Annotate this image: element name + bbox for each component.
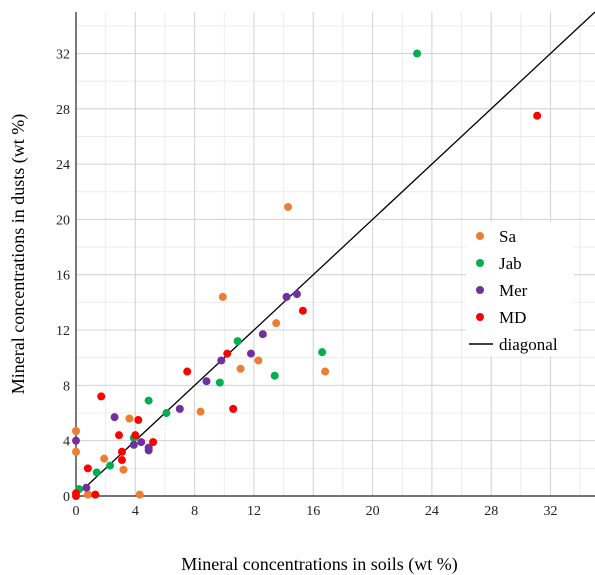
point-mer (202, 377, 211, 386)
point-jab (144, 396, 153, 405)
x-tick-label: 28 (484, 504, 498, 519)
y-tick-label: 24 (56, 158, 70, 173)
legend-marker-mer (476, 286, 484, 294)
point-sa (135, 490, 144, 499)
legend-label-md: MD (499, 308, 526, 327)
x-tick-label: 20 (366, 504, 380, 519)
point-sa (119, 465, 128, 474)
point-jab (162, 409, 171, 418)
point-md (131, 431, 140, 440)
point-mer (144, 443, 153, 452)
legend-marker-sa (476, 232, 484, 240)
x-tick-label: 8 (191, 504, 198, 519)
legend-label-mer: Mer (499, 281, 528, 300)
point-jab (106, 461, 115, 470)
data-points (72, 49, 542, 500)
point-md (83, 464, 92, 473)
point-sa (321, 367, 330, 376)
point-jab (270, 371, 279, 380)
x-tick-label: 32 (544, 504, 558, 519)
y-tick-label: 32 (56, 47, 70, 62)
x-tick-label: 4 (132, 504, 139, 519)
point-mer (175, 404, 184, 413)
point-sa (125, 414, 134, 423)
point-jab (318, 348, 327, 357)
point-jab (215, 378, 224, 387)
point-sa (100, 454, 109, 463)
y-tick-label: 4 (63, 435, 70, 450)
x-tick-label: 0 (73, 504, 80, 519)
point-md (91, 490, 100, 499)
y-tick-label: 12 (56, 324, 70, 339)
point-mer (258, 330, 267, 339)
point-sa (72, 447, 80, 456)
point-md (134, 415, 143, 424)
point-md (115, 431, 124, 440)
y-tick-label: 16 (56, 269, 70, 284)
x-tick-label: 12 (247, 504, 261, 519)
y-tick-labels: 0 4 8 12 16 20 24 28 32 (56, 47, 70, 505)
point-jab (233, 337, 242, 346)
point-jab (92, 468, 101, 477)
point-mer (282, 292, 291, 301)
point-mer (82, 483, 91, 492)
point-md (149, 438, 158, 447)
point-md (72, 492, 80, 500)
point-sa (284, 202, 293, 211)
legend-label-jab: Jab (499, 254, 522, 273)
x-axis-title: Mineral concentrations in soils (wt %) (181, 554, 457, 575)
point-mer (292, 290, 301, 299)
point-md (223, 349, 232, 358)
legend-marker-md (476, 313, 484, 321)
point-md (533, 111, 542, 120)
x-tick-labels: 0 4 8 12 16 20 24 28 32 (73, 504, 558, 519)
point-sa (272, 319, 281, 328)
point-md (298, 306, 307, 315)
point-md (229, 404, 238, 413)
point-mer (246, 349, 255, 358)
point-md (117, 456, 126, 465)
diagonal-line (75, 11, 595, 497)
point-jab (413, 49, 422, 58)
point-sa (196, 407, 205, 416)
point-sa (83, 490, 92, 499)
legend: Sa Jab Mer MD diagonal (469, 227, 558, 354)
y-axis-title: Mineral concentrations in dusts (wt %) (8, 114, 29, 394)
point-md (117, 447, 126, 456)
y-tick-label: 28 (56, 103, 70, 118)
point-sa (72, 427, 80, 436)
x-tick-label: 16 (306, 504, 320, 519)
legend-label-diagonal: diagonal (499, 335, 558, 354)
y-tick-label: 0 (63, 490, 70, 505)
y-tick-label: 8 (63, 379, 70, 394)
legend-background (466, 222, 574, 356)
point-mer (72, 436, 80, 445)
point-md (97, 392, 106, 401)
y-tick-label: 20 (56, 213, 70, 228)
point-mer (137, 438, 146, 447)
legend-label-sa: Sa (499, 227, 516, 246)
point-mer (129, 440, 138, 449)
point-sa (254, 356, 263, 365)
point-mer (110, 413, 119, 422)
point-sa (236, 364, 245, 373)
point-mer (217, 356, 226, 365)
diagonal-layer (75, 11, 595, 497)
point-md (183, 367, 192, 376)
legend-marker-jab (476, 259, 484, 267)
x-tick-label: 24 (425, 504, 439, 519)
axes (75, 12, 595, 497)
point-sa (218, 292, 227, 301)
